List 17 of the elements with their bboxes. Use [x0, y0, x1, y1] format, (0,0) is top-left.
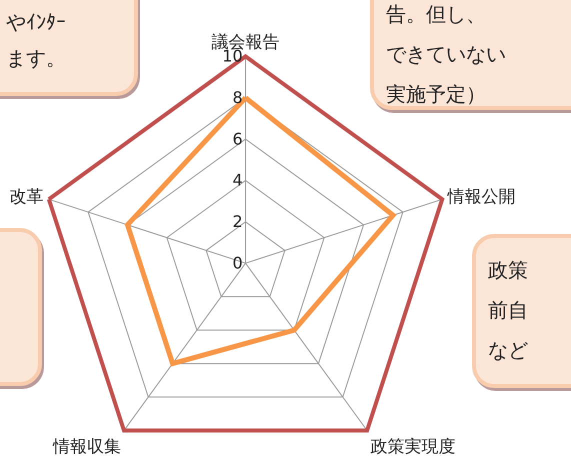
spoke-label: 情報収集 [52, 437, 121, 458]
text: など [488, 338, 528, 362]
spoke-label: 改革 [10, 187, 44, 208]
text: 実施予定） [386, 82, 486, 106]
y-tick-label: 6 [232, 129, 243, 148]
spoke-label: 情報公開 [446, 187, 516, 208]
text: 告。但し、 [386, 2, 486, 26]
y-tick-label: 0 [232, 253, 243, 272]
y-tick-label: 2 [232, 212, 243, 232]
text: ます。 [6, 46, 66, 70]
spoke-label: 政策実現度 [370, 437, 456, 458]
y-tick-label: 8 [232, 88, 243, 107]
y-tick-label: 4 [232, 170, 243, 190]
text: 前自 [488, 298, 528, 322]
text: やｲﾝﾀｰ [6, 10, 66, 34]
text: できていない [386, 42, 506, 66]
text: 政策 [488, 258, 528, 282]
